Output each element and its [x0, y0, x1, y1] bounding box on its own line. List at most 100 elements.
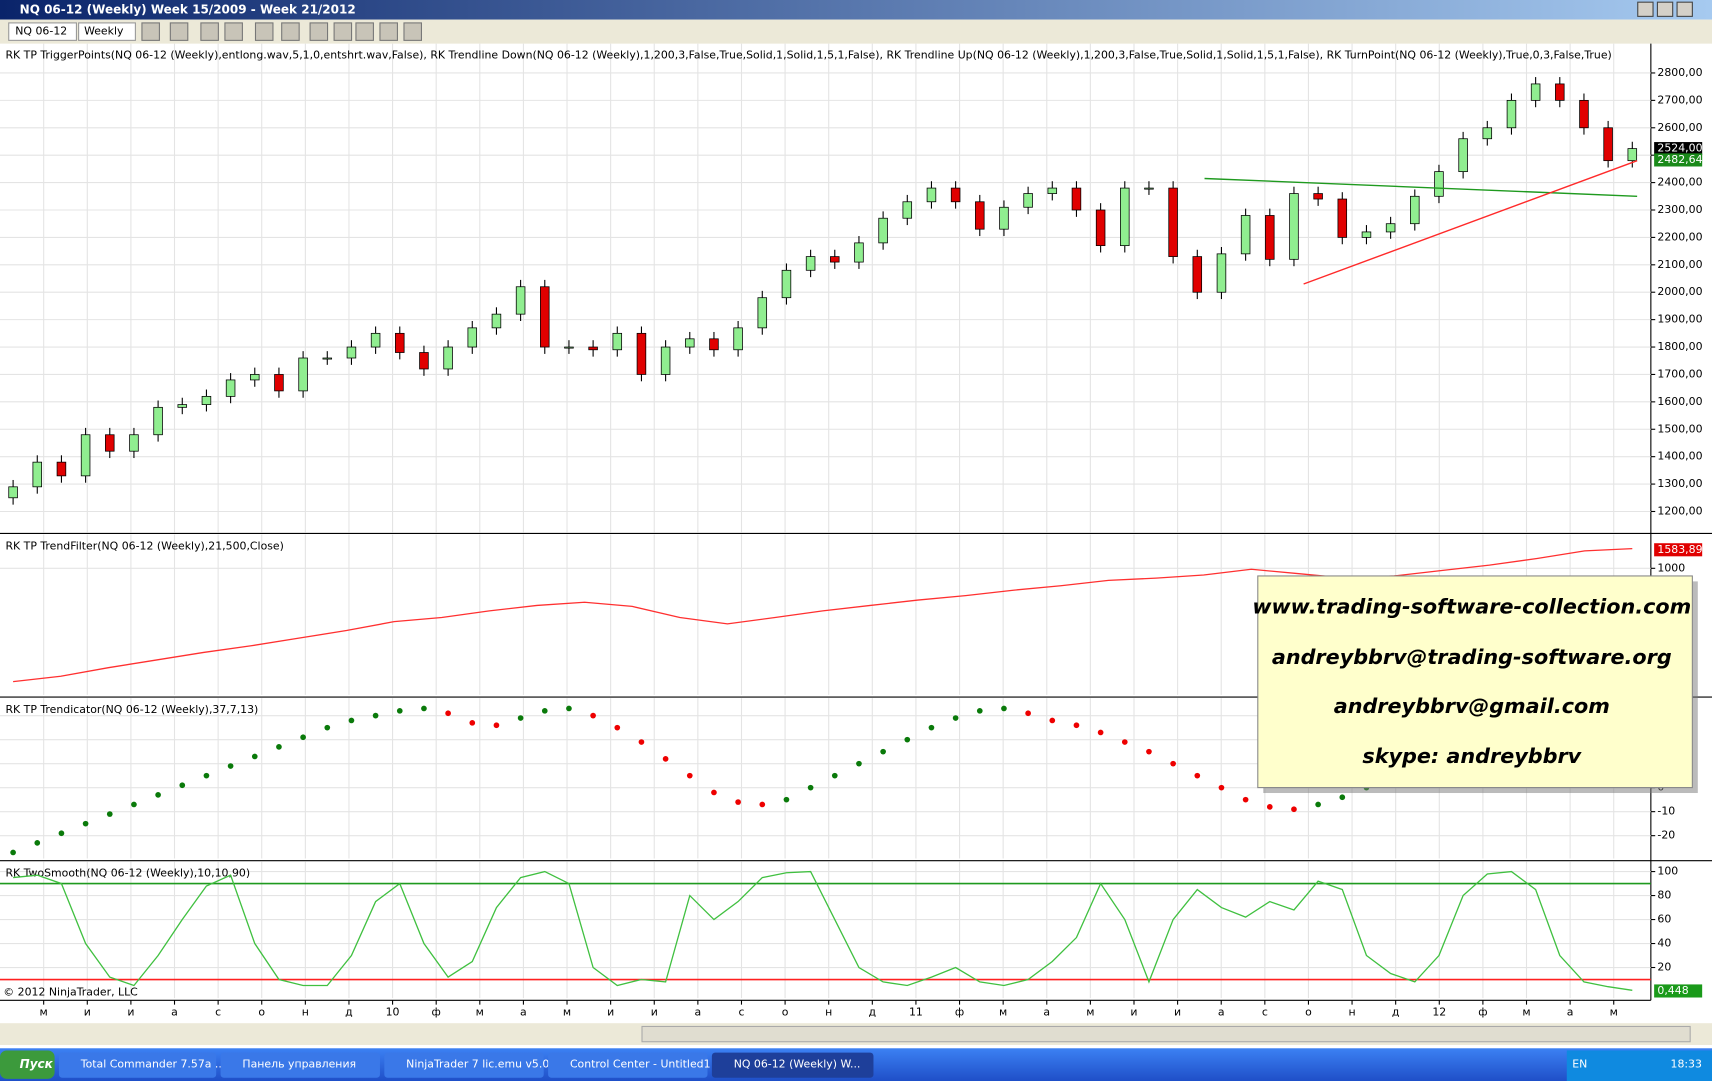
indicator-dot: [614, 724, 621, 731]
indicator-dot: [1121, 739, 1128, 745]
candle-body: [32, 461, 43, 488]
indicator-dot: [1194, 772, 1201, 779]
clock: 18:33: [1671, 1058, 1703, 1071]
candle-body: [805, 256, 816, 271]
candle-body: [660, 346, 671, 375]
indicator-dot: [348, 717, 355, 724]
indicator-dot: [58, 830, 65, 837]
candle-body: [443, 346, 453, 370]
x-tick-label: ф: [1478, 1005, 1487, 1018]
x-tick-label: а: [171, 1005, 178, 1018]
indicator-dot: [638, 739, 645, 745]
indicator-dot: [421, 705, 427, 712]
x-tick-label: ф: [955, 1005, 964, 1018]
x-tick-label: м: [476, 1005, 484, 1018]
candle-body: [8, 486, 18, 499]
candle-body: [757, 297, 768, 329]
indicator-dot: [324, 724, 331, 731]
value-marker-label: 0,448: [1657, 984, 1688, 997]
indicator-dot: [179, 782, 186, 789]
x-tick-label: м: [1610, 1005, 1618, 1018]
scroll-thumb[interactable]: [641, 1025, 1691, 1043]
candle-body: [201, 395, 212, 405]
candle-body: [830, 256, 840, 263]
indicator-dot: [1339, 794, 1346, 801]
candle-body: [274, 374, 284, 392]
candle-body: [1265, 215, 1275, 260]
candle-body: [1192, 256, 1203, 293]
indicator-dot: [203, 772, 210, 779]
indicator-dot: [106, 811, 113, 817]
y-tick-label: 1500,00: [1657, 422, 1702, 435]
y-tick-label: 2400,00: [1657, 176, 1702, 189]
instrument: NQ 06-12: [15, 25, 67, 38]
indicator-dot: [662, 756, 669, 762]
indicator-dot: [590, 712, 596, 719]
candle-body: [1530, 83, 1541, 101]
language[interactable]: EN: [1572, 1058, 1587, 1071]
y-tick-label: 40: [1657, 937, 1671, 950]
period: Weekly: [84, 25, 124, 38]
value-marker: [1654, 142, 1703, 156]
indicator-line: [13, 870, 1633, 991]
period-select[interactable]: [78, 22, 136, 41]
indicator-dot: [686, 772, 693, 779]
trendline: [1303, 160, 1638, 285]
x-tick-label: м: [999, 1005, 1007, 1018]
panel-title: RK TwoSmooth(NQ 06-12 (Weekly),10,10,90): [5, 867, 250, 880]
taskbar-item[interactable]: [711, 1052, 874, 1078]
taskbar-item-label: Total Commander 7.57a ...: [80, 1058, 226, 1071]
candle-body: [1555, 83, 1565, 101]
indicator-dot: [735, 799, 741, 805]
candle-body: [1023, 193, 1033, 208]
start-label: Пуск: [20, 1057, 54, 1071]
taskbar-item[interactable]: [548, 1052, 708, 1078]
y-tick-label: 2700,00: [1657, 93, 1702, 106]
candle-body: [733, 327, 743, 351]
indicator-dot: [1242, 796, 1249, 803]
indicator-dot: [82, 820, 89, 827]
instrument-select[interactable]: [8, 22, 77, 41]
taskbar-item[interactable]: [220, 1052, 380, 1078]
tray: [1566, 1050, 1712, 1081]
candle-body: [1047, 187, 1058, 194]
indicator-dot: [300, 734, 306, 741]
indicator-dot: [1073, 722, 1080, 729]
taskbar-item[interactable]: [384, 1052, 544, 1078]
candle-body: [177, 404, 188, 408]
x-tick-label: 11: [909, 1005, 923, 1018]
indicator-dot: [396, 708, 403, 714]
taskbar-item-label: NQ 06-12 (Weekly) W...: [734, 1058, 861, 1071]
indicator-dot: [783, 796, 790, 803]
toolbar-icons[interactable]: [141, 22, 422, 41]
x-tick-label: и: [607, 1005, 614, 1018]
candle-body: [1313, 193, 1323, 200]
candle-body: [1144, 187, 1154, 190]
y-tick-label: 2100,00: [1657, 258, 1702, 271]
taskbar-item[interactable]: [58, 1052, 217, 1078]
indicator-dot: [155, 792, 161, 798]
candle-body: [80, 434, 91, 477]
start-button[interactable]: [0, 1050, 55, 1079]
x-tick-label: а: [520, 1005, 527, 1018]
candle-body: [419, 352, 429, 370]
indicator-dot: [34, 840, 41, 846]
y-tick-label: -20: [1657, 829, 1675, 842]
y-tick-label: 60: [1657, 913, 1671, 926]
candle-body: [395, 332, 405, 353]
candle-body: [1168, 187, 1178, 257]
value-marker: [1654, 543, 1703, 557]
candle-body: [1482, 127, 1493, 140]
y-tick-label: 1200,00: [1657, 504, 1702, 517]
indicator-dot: [1218, 784, 1225, 791]
indicator-dot: [759, 801, 766, 808]
x-tick-label: о: [258, 1005, 265, 1018]
indicator-dot: [1315, 801, 1321, 808]
indicator-dot: [251, 753, 258, 760]
candle-body: [1095, 209, 1106, 247]
x-tick-label: с: [1262, 1005, 1268, 1018]
panel-title: RK TP TriggerPoints(NQ 06-12 (Weekly),en…: [5, 49, 1611, 62]
window-buttons[interactable]: [1637, 1, 1693, 17]
candle-body: [854, 242, 864, 263]
candle-body: [370, 332, 381, 348]
